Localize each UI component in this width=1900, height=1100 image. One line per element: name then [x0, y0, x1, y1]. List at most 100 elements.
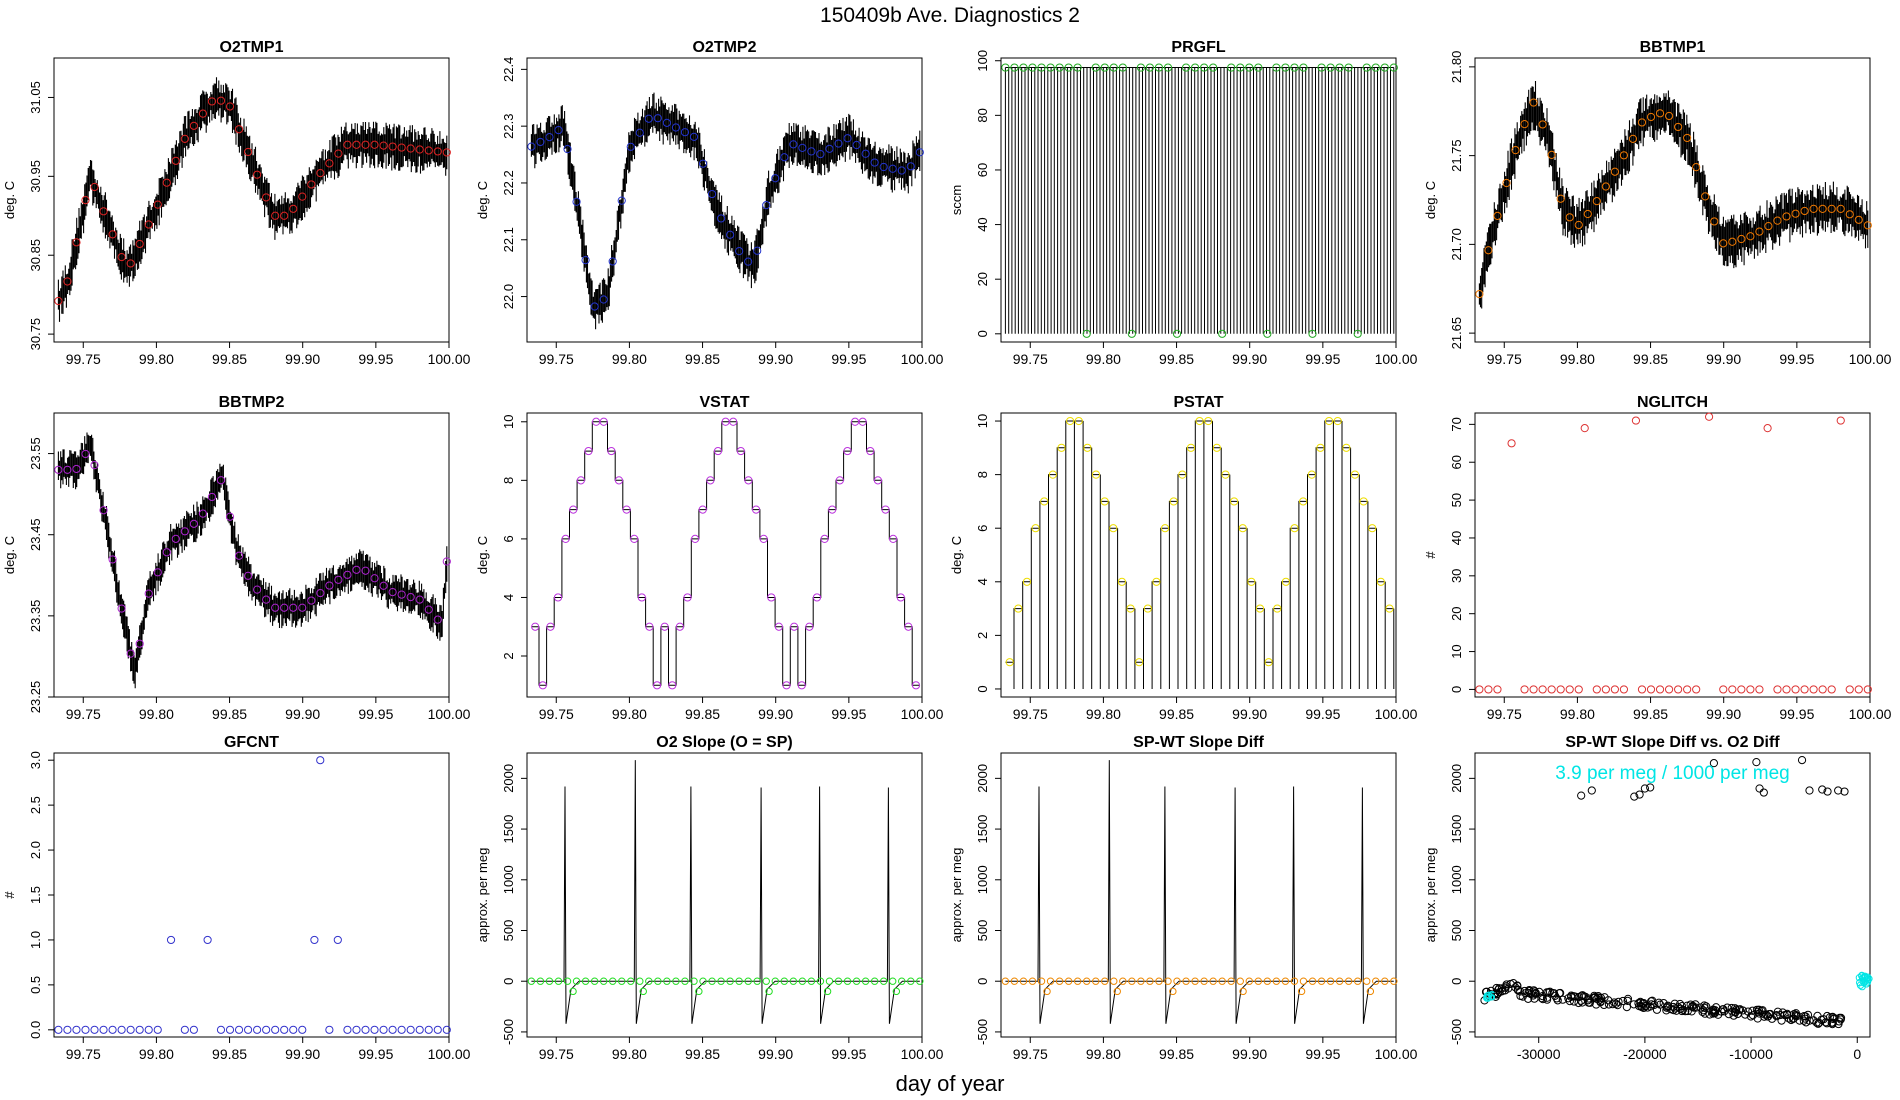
data-point	[424, 1025, 433, 1034]
data-point	[1127, 329, 1136, 338]
x-tick-label: 99.90	[1232, 351, 1267, 367]
data-point	[1854, 685, 1863, 694]
data-point	[63, 277, 72, 286]
x-tick-label: 99.90	[1232, 706, 1267, 722]
data-point	[898, 977, 906, 985]
data-trace	[530, 92, 921, 330]
data-point	[1723, 1003, 1732, 1012]
data-point	[1371, 63, 1380, 72]
y-tick-label: 21.75	[1449, 139, 1464, 172]
y-tick-label: 30	[1449, 569, 1464, 583]
data-point	[1752, 1005, 1761, 1014]
data-point	[843, 977, 852, 985]
y-tick-label: 31.05	[28, 81, 43, 114]
data-point	[536, 137, 545, 147]
data-point	[1565, 213, 1574, 222]
x-tick-label: 100.00	[1849, 706, 1892, 722]
y-tick-label: 2	[501, 652, 516, 659]
y-tick-label: 21.70	[1449, 228, 1464, 261]
data-point	[1511, 146, 1520, 155]
cyan-label: 6	[1488, 987, 1496, 1003]
y-tick-label: 2.5	[28, 796, 43, 814]
data-point	[698, 505, 707, 514]
y-tick-label: 22.3	[501, 114, 516, 139]
panel-1: O2TMP2 deg. C 99.75 99.80 99.85 99.90 99.95 100…	[475, 39, 944, 367]
x-tick-label: 99.85	[1159, 351, 1194, 367]
data-point	[1299, 497, 1308, 506]
data-point	[415, 595, 424, 604]
data-point	[1091, 63, 1100, 72]
data-point	[1372, 977, 1380, 985]
y-tick-label: 1000	[501, 865, 516, 894]
data-point	[298, 1025, 307, 1034]
data-point	[415, 1025, 424, 1034]
data-point	[225, 512, 235, 521]
data-point	[762, 977, 770, 985]
data-point	[626, 142, 635, 151]
data-point	[1101, 977, 1109, 985]
data-point	[1046, 977, 1055, 985]
data-point	[180, 527, 189, 536]
x-tick-label: 99.90	[758, 706, 793, 722]
data-point	[289, 204, 298, 213]
data-point	[1154, 63, 1164, 72]
data-point	[771, 174, 780, 183]
data-point	[896, 593, 905, 602]
data-point	[397, 1025, 406, 1034]
y-tick-label: 2000	[1449, 764, 1464, 793]
y-tick-label: 0	[1449, 686, 1464, 693]
data-point	[1073, 63, 1082, 72]
data-point	[1110, 977, 1118, 985]
data-point	[735, 247, 744, 256]
data-point	[1791, 209, 1800, 218]
data-point	[653, 114, 662, 123]
panel-4: BBTMP2 deg. C 99.75 99.80 99.85 99.90 99.95 100…	[2, 394, 471, 722]
data-point	[660, 622, 669, 631]
data-point	[1664, 111, 1674, 121]
data-point	[370, 1025, 379, 1034]
data-point	[325, 159, 334, 168]
data-point	[1200, 63, 1209, 72]
data-point	[1854, 215, 1863, 224]
y-tick-label: 2	[975, 632, 990, 639]
data-point	[1209, 63, 1218, 72]
data-point	[388, 142, 397, 151]
data-point	[1861, 972, 1869, 981]
y-tick-label: 21.65	[1449, 317, 1464, 350]
data-point	[527, 142, 536, 151]
data-point	[630, 534, 639, 543]
panel-title: BBTMP2	[219, 394, 285, 411]
data-point	[1574, 998, 1583, 1008]
data-point	[1326, 977, 1335, 985]
x-tick-label: 99.95	[358, 706, 393, 722]
data-point	[1239, 987, 1247, 996]
data-point	[695, 987, 703, 996]
data-point	[645, 622, 654, 631]
y-tick-label: 500	[501, 920, 516, 942]
data-point	[1263, 977, 1272, 985]
data-point	[1263, 329, 1272, 338]
y-tick-label: 1500	[501, 815, 516, 844]
data-point	[1553, 996, 1562, 1005]
data-point	[1530, 994, 1539, 1003]
data-point	[1773, 685, 1782, 694]
data-point	[1308, 329, 1317, 338]
data-trace	[531, 760, 920, 1024]
x-tick-label: 99.95	[831, 351, 866, 367]
y-tick-label: 10	[975, 414, 990, 428]
data-point	[897, 166, 906, 175]
data-point	[915, 148, 924, 157]
data-point	[1782, 685, 1791, 694]
data-point	[316, 168, 325, 178]
data-point	[1748, 1011, 1758, 1020]
data-point	[889, 977, 897, 985]
x-tick-label: 99.80	[139, 706, 174, 722]
data-point	[1836, 416, 1845, 425]
data-point	[1128, 977, 1136, 985]
data-point	[415, 145, 424, 154]
data-point	[1828, 1012, 1837, 1022]
data-point	[1547, 150, 1556, 159]
data-point	[1057, 443, 1066, 452]
data-point	[563, 977, 572, 985]
x-tick-label: 99.95	[358, 351, 393, 367]
